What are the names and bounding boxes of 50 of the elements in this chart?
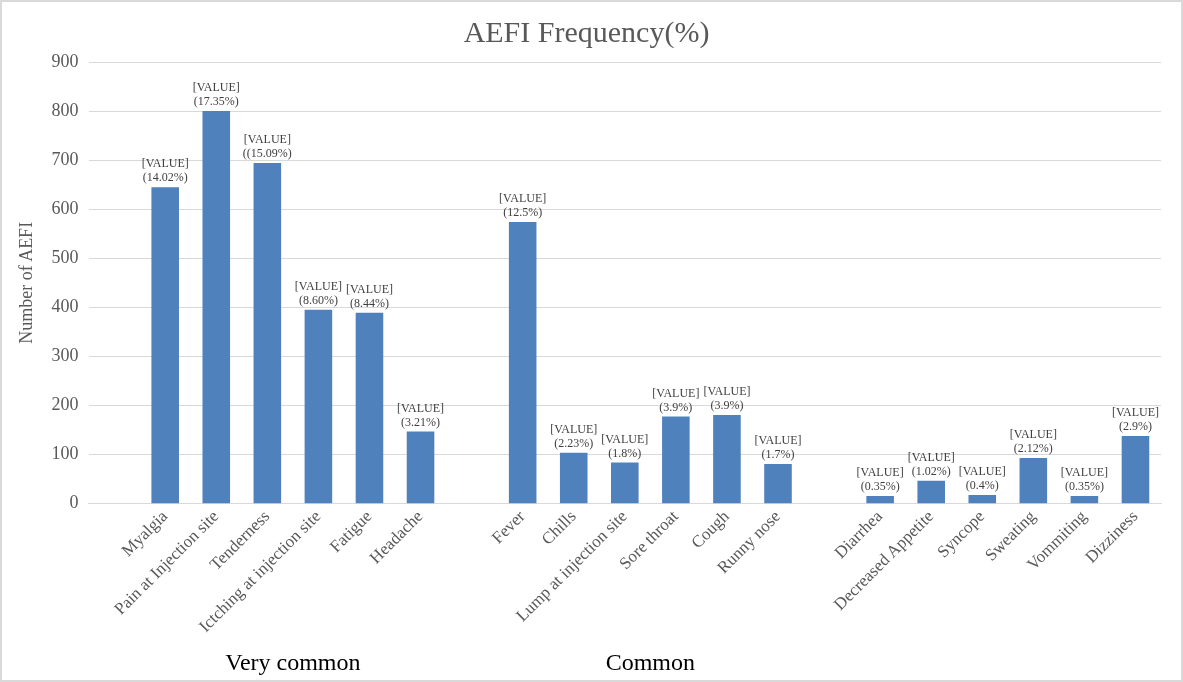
y-tick-label: 200 (51, 394, 79, 415)
annotation: [VALUE](1.7%) (754, 433, 802, 462)
annotation: [VALUE](1.8%) (601, 431, 649, 460)
annotation: [VALUE](12.5%) (499, 191, 547, 220)
annotation: [VALUE](3.21%) (396, 400, 445, 429)
annotation: [VALUE](3.9%) (703, 384, 751, 413)
bar (1121, 436, 1150, 504)
y-tick-label: 300 (51, 345, 79, 366)
bar (508, 222, 537, 504)
bar (253, 163, 282, 504)
annotation: [VALUE](1.02%) (907, 449, 955, 478)
bar (968, 494, 997, 504)
bar (866, 495, 894, 504)
bar (662, 416, 690, 504)
y-tick-label: 600 (51, 197, 79, 218)
annotation: [VALUE](0.35%) (856, 465, 904, 494)
bar (406, 431, 435, 504)
bar (917, 480, 945, 504)
bar (304, 309, 333, 504)
bar (764, 463, 792, 504)
bar (202, 111, 231, 504)
y-tick-label: 0 (69, 492, 79, 513)
y-tick-label: 400 (51, 296, 79, 317)
annotation: [VALUE](3.9%) (652, 385, 700, 414)
bar (1019, 458, 1048, 504)
text: Common (605, 649, 696, 676)
annotation: [VALUE](2.23%) (550, 421, 598, 450)
text: Very common (225, 649, 361, 676)
y-tick-label: 100 (51, 443, 79, 464)
annotation: [VALUE](2.9%) (1111, 405, 1160, 434)
y-tick-label: 900 (51, 50, 79, 71)
chart-title: AEFI Frequency(%) (463, 14, 710, 49)
annotation: [VALUE](0.4%) (958, 464, 1006, 493)
annotation: [VALUE]((15.09%) (242, 132, 292, 161)
bar (1070, 495, 1099, 504)
bar (559, 452, 588, 504)
y-tick-label: 500 (51, 247, 79, 268)
bar (355, 312, 384, 504)
y-tick-label: 800 (51, 99, 79, 120)
bar (611, 462, 639, 504)
bar (713, 414, 741, 504)
annotation: [VALUE](17.35%) (192, 80, 240, 109)
annotation: [VALUE](14.02%) (141, 156, 189, 185)
annotation: [VALUE](2.12%) (1009, 427, 1057, 456)
annotation: [VALUE](8.60%) (294, 279, 342, 308)
annotation: [VALUE](8.44%) (345, 281, 394, 310)
bar (151, 187, 179, 504)
annotation: [VALUE](0.35%) (1060, 465, 1108, 494)
y-tick-label: 700 (51, 148, 79, 169)
y-axis-title: Number of AEFI (15, 221, 36, 344)
